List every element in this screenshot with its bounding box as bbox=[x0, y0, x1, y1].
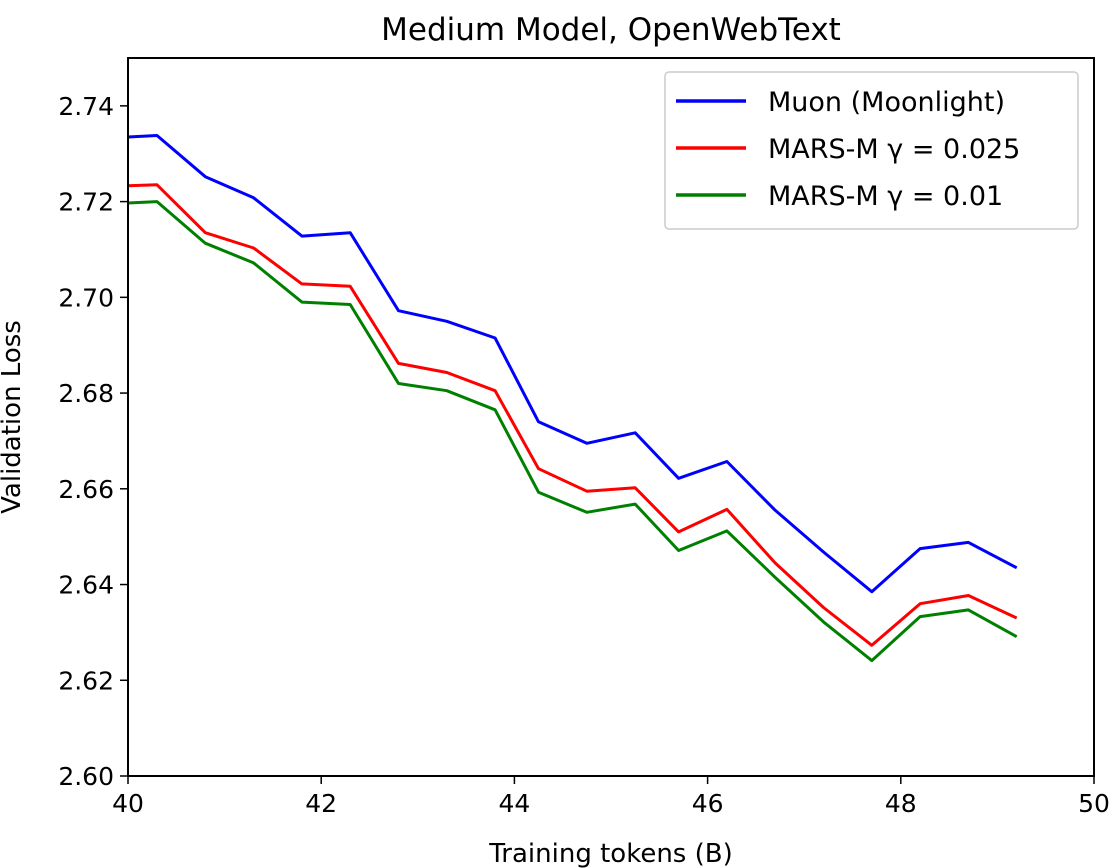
x-tick-label: 48 bbox=[885, 789, 917, 818]
x-tick-label: 50 bbox=[1078, 789, 1110, 818]
y-tick-label: 2.70 bbox=[58, 283, 114, 312]
x-tick-label: 44 bbox=[498, 789, 530, 818]
legend-label-3: MARS-M γ = 0.01 bbox=[768, 181, 1003, 212]
x-tick-label: 46 bbox=[692, 789, 724, 818]
series-line-2 bbox=[127, 183, 1018, 647]
legend-label-2: MARS-M γ = 0.025 bbox=[768, 134, 1020, 165]
x-axis: 40 42 44 46 48 50 bbox=[112, 776, 1110, 818]
series-line-3 bbox=[127, 200, 1018, 663]
y-tick-label: 2.66 bbox=[58, 475, 114, 504]
y-tick-label: 2.74 bbox=[58, 92, 114, 121]
y-tick-label: 2.72 bbox=[58, 188, 114, 217]
series-line-1 bbox=[127, 134, 1018, 594]
y-axis: 2.60 2.62 2.64 2.66 2.68 2.70 2.72 2.74 bbox=[58, 92, 128, 791]
y-tick-label: 2.64 bbox=[58, 571, 114, 600]
legend: Muon (Moonlight) MARS-M γ = 0.025 MARS-M γ… bbox=[664, 71, 1079, 230]
legend-label-1: Muon (Moonlight) bbox=[768, 87, 1005, 118]
y-tick-label: 2.68 bbox=[58, 379, 114, 408]
series-lines bbox=[127, 134, 1018, 663]
y-tick-label: 2.62 bbox=[58, 666, 114, 695]
y-axis-title: Validation Loss bbox=[0, 320, 27, 514]
plot-frame bbox=[127, 57, 1095, 777]
x-tick-label: 42 bbox=[305, 789, 337, 818]
x-tick-label: 40 bbox=[112, 789, 144, 818]
legend-box bbox=[664, 71, 1079, 230]
x-axis-title: Training tokens (B) bbox=[488, 839, 733, 868]
chart-title: Medium Model, OpenWebText bbox=[381, 12, 841, 48]
y-tick-label: 2.60 bbox=[58, 762, 114, 791]
